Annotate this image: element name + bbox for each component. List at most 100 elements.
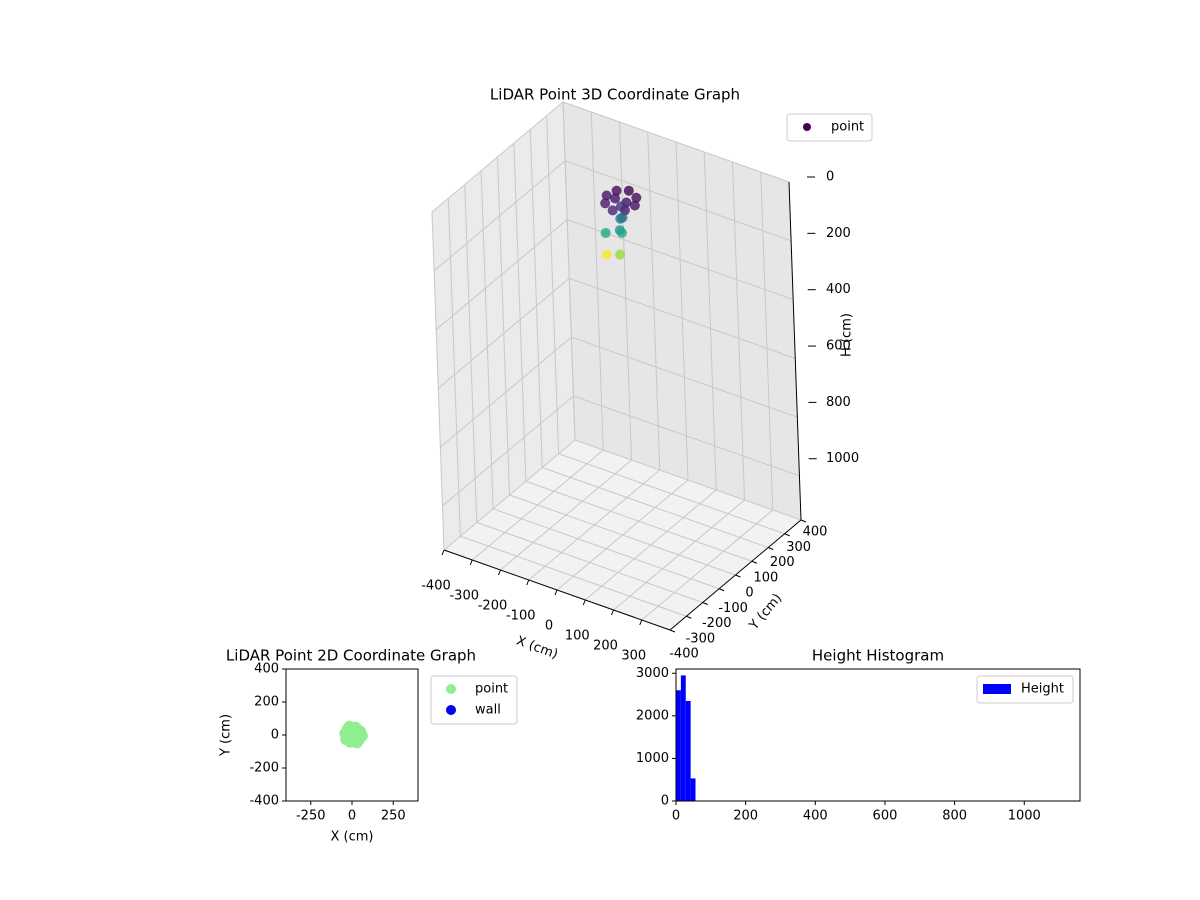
y-tick-label: 100 (753, 570, 778, 585)
y-tick-label: 400 (254, 662, 279, 677)
x-tick-label: 0 (545, 619, 553, 634)
grid-line (442, 395, 800, 507)
tick-mark (735, 574, 741, 578)
x-tick-label: 200 (733, 809, 758, 824)
y-tick-label: -200 (702, 616, 732, 631)
tick-mark (554, 589, 558, 596)
y-tick-label: -200 (249, 761, 279, 776)
grid-line (431, 101, 790, 213)
tick-mark (751, 560, 758, 564)
z-tick-label: 200 (826, 226, 851, 241)
tick-mark (800, 519, 807, 523)
legend-label: point (475, 682, 508, 697)
y-tick-label: 1000 (636, 751, 669, 766)
grid-line (480, 170, 720, 590)
z-tick-label: 600 (826, 339, 851, 354)
x-axis-label: X (cm) (331, 830, 374, 845)
grid-line (440, 336, 798, 448)
x-tick-label: 0 (672, 809, 680, 824)
legend-marker (446, 684, 456, 694)
tick-mark (702, 602, 708, 605)
point (352, 733, 365, 746)
legend-label: point (831, 120, 864, 135)
tick-mark (526, 579, 530, 586)
point (601, 190, 612, 201)
grid-line (497, 156, 736, 576)
tick-mark (686, 615, 692, 619)
grid-line (546, 115, 785, 535)
point (629, 200, 640, 211)
y-tick-label: 300 (786, 540, 811, 555)
legend-label: Height (1021, 682, 1064, 697)
x-tick-label: -200 (478, 599, 508, 614)
tick-mark (441, 549, 445, 556)
x-tick-label: -400 (421, 579, 451, 594)
x-tick-label: 250 (381, 809, 406, 824)
bar (676, 690, 681, 801)
point (600, 198, 611, 209)
grid-line (464, 184, 703, 603)
x-tick-label: 400 (803, 809, 828, 824)
tick-mark (718, 588, 725, 592)
point (601, 249, 612, 260)
z-tick-label: 1000 (826, 451, 859, 466)
tick-mark (784, 533, 790, 537)
legend-swatch (983, 684, 1011, 694)
bar (690, 778, 696, 801)
point (615, 201, 626, 212)
point (616, 227, 627, 238)
grid-line (435, 218, 794, 330)
y-tick-label: -400 (669, 647, 699, 662)
bar (685, 700, 691, 801)
grid-line (437, 277, 796, 389)
x-tick-label: 800 (942, 809, 967, 824)
y-tick-label: 0 (271, 728, 279, 743)
y-tick-label: -100 (718, 601, 748, 616)
legend-label: wall (475, 703, 501, 718)
y-tick-label: 2000 (636, 708, 669, 723)
axes-frame (675, 668, 1081, 802)
chart-title: LiDAR Point 2D Coordinate Graph (226, 647, 476, 665)
y-tick-label: 200 (254, 695, 279, 710)
grid-line (513, 143, 753, 562)
grid-line (562, 101, 802, 521)
y-tick-label: -400 (249, 794, 279, 809)
y-tick-label: 200 (770, 555, 795, 570)
tick-mark (669, 629, 676, 633)
z-axis-line (788, 181, 802, 521)
point (600, 227, 611, 238)
y-tick-label: -300 (686, 631, 716, 646)
tick-mark (469, 559, 473, 566)
x-axis-label: X (cm) (514, 634, 560, 663)
x-tick-label: -300 (449, 589, 479, 604)
y-tick-label: 0 (661, 794, 669, 809)
legend-frame (976, 675, 1074, 704)
point (611, 185, 622, 196)
y-tick-label: 400 (803, 525, 828, 540)
grid-line (447, 198, 687, 617)
grid-line (529, 129, 769, 548)
grid-line (433, 160, 792, 272)
chart-title: LiDAR Point 3D Coordinate Graph (490, 86, 740, 104)
point (631, 192, 642, 203)
y-tick-label: 3000 (636, 666, 669, 681)
bar (680, 675, 686, 801)
z-axis-label: H (cm) (840, 313, 855, 357)
x-tick-label: 600 (873, 809, 898, 824)
x-axis-line (443, 549, 671, 631)
chart-title: Height Histogram (812, 647, 944, 665)
x-tick-label: 300 (621, 649, 646, 664)
tick-mark (768, 547, 774, 550)
x-tick-label: 0 (348, 809, 356, 824)
x-tick-label: 200 (593, 639, 618, 654)
x-tick-label: 100 (565, 629, 590, 644)
x-tick-label: -100 (506, 609, 536, 624)
z-tick-label: 0 (826, 170, 834, 185)
point (341, 728, 354, 741)
point (349, 721, 362, 734)
point (607, 205, 618, 216)
tick-mark (611, 609, 614, 616)
point (623, 185, 634, 196)
z-tick-label: 400 (826, 282, 851, 297)
